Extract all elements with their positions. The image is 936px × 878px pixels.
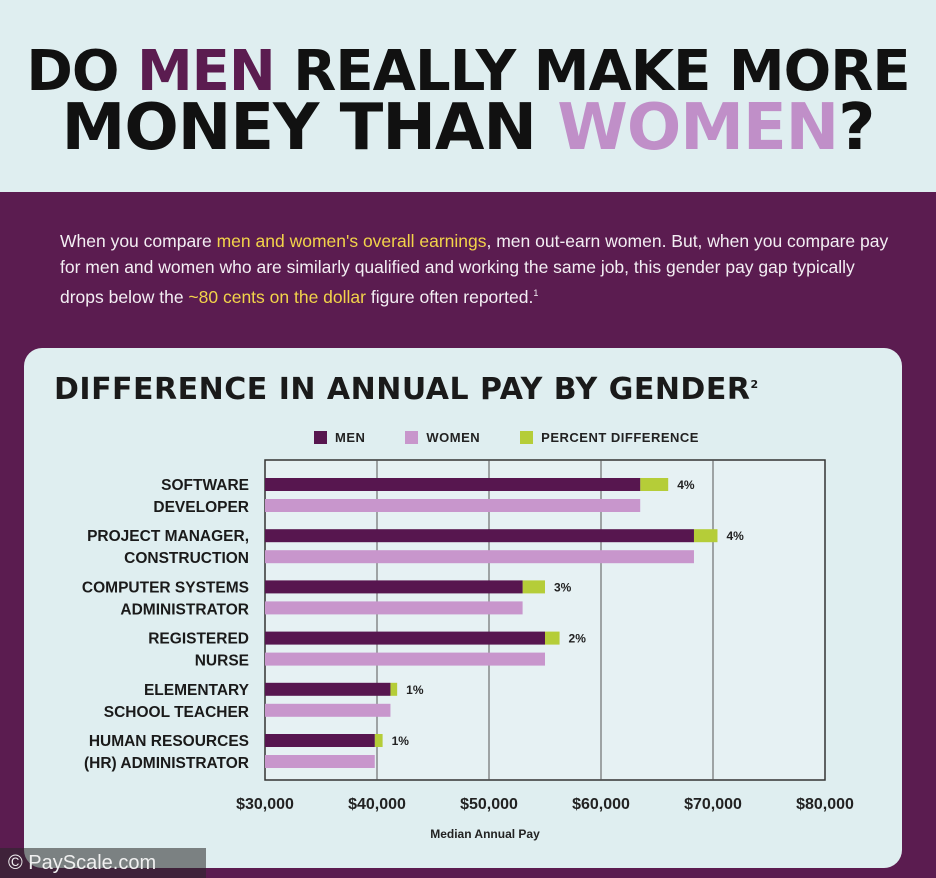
legend-swatch-women — [405, 431, 419, 444]
category-label: HUMAN RESOURCES — [89, 733, 249, 750]
chart-legend: MEN WOMEN PERCENT DIFFERENCE — [314, 430, 699, 445]
bar-percent-difference — [545, 631, 560, 645]
bar-women — [265, 550, 694, 564]
percent-difference-label: 1% — [406, 683, 424, 697]
x-tick-label: $50,000 — [460, 796, 518, 813]
bar-percent-difference — [693, 529, 718, 543]
bar-women — [265, 755, 375, 768]
percent-difference-label: 4% — [726, 529, 744, 543]
chart-title-footnote: 2 — [750, 378, 759, 391]
plot-area — [264, 459, 826, 781]
category-label: NURSE — [195, 653, 249, 670]
bar-percent-difference — [390, 682, 398, 696]
bar-men — [265, 734, 375, 747]
x-tick-label: $40,000 — [348, 796, 406, 813]
category-label: COMPUTER SYSTEMS — [82, 579, 249, 596]
header-banner: DO MEN REALLY MAKE MORE MONEY THAN WOMEN… — [0, 0, 936, 192]
x-tick-label: $70,000 — [684, 796, 742, 813]
legend-swatch-percent-difference — [520, 431, 534, 444]
x-tick-label: $80,000 — [796, 796, 854, 813]
bar-men — [265, 580, 523, 594]
intro-highlight-80-cents: ~80 cents on the dollar — [188, 286, 366, 307]
bar-men — [265, 631, 545, 645]
headline-men-word: MEN — [136, 39, 276, 104]
bar-percent-difference — [374, 734, 383, 747]
percent-difference-label: 3% — [554, 580, 572, 594]
bar-men — [265, 478, 641, 491]
headline-line-2: MONEY THAN WOMEN? — [61, 91, 876, 165]
percent-difference-label: 4% — [677, 478, 695, 492]
legend-item-women: WOMEN — [405, 430, 480, 445]
intro-footnote: 1 — [533, 288, 539, 298]
intro-paragraph: When you compare men and women's overall… — [60, 231, 889, 307]
bar-men — [265, 682, 391, 696]
bar-men — [265, 529, 694, 543]
x-tick-label: $60,000 — [572, 796, 630, 813]
percent-difference-label: 2% — [569, 632, 587, 646]
percent-difference-label: 1% — [392, 734, 410, 748]
category-label: REGISTERED — [148, 631, 249, 648]
x-axis-label: Median Annual Pay — [430, 827, 540, 841]
bar-women — [265, 499, 641, 512]
bar-women — [265, 652, 545, 666]
intro-highlight-overall: men and women's overall earnings — [216, 231, 487, 251]
category-label: (HR) ADMINISTRATOR — [84, 755, 249, 772]
headline-women-word: WOMEN — [557, 91, 839, 165]
bar-women — [265, 601, 523, 615]
legend-swatch-men — [314, 431, 327, 444]
category-label: DEVELOPER — [153, 499, 249, 516]
category-label: PROJECT MANAGER, — [87, 528, 249, 545]
bar-women — [265, 703, 391, 717]
category-label: ADMINISTRATOR — [120, 601, 249, 618]
category-label: SOFTWARE — [161, 477, 249, 494]
bar-percent-difference — [522, 580, 545, 594]
headline-line-1: DO MEN REALLY MAKE MORE — [26, 39, 910, 104]
category-label: ELEMENTARY — [144, 682, 250, 699]
chart-title: DIFFERENCE IN ANNUAL PAY BY GENDER2 — [54, 372, 759, 407]
category-label: CONSTRUCTION — [124, 550, 249, 567]
bar-percent-difference — [640, 478, 669, 491]
x-tick-label: $30,000 — [236, 796, 294, 813]
legend-item-percent-difference: PERCENT DIFFERENCE — [520, 430, 699, 445]
watermark: © PayScale.com — [0, 848, 206, 878]
category-label: SCHOOL TEACHER — [104, 704, 249, 721]
legend-item-men: MEN — [314, 430, 365, 445]
